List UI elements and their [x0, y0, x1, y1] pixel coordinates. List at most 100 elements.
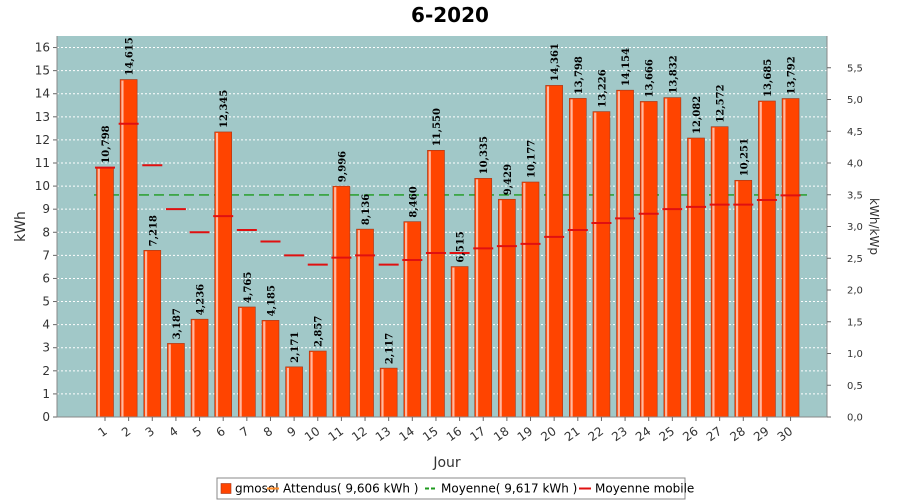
y-tick-label: 9: [42, 202, 50, 216]
x-tick-label: 6: [214, 424, 228, 440]
x-tick-label: 2: [119, 424, 133, 440]
bar-highlight: [239, 307, 242, 417]
x-tick-label: 20: [538, 424, 559, 444]
y2-tick-label: 5,0: [847, 95, 863, 106]
data-label: 3,187: [172, 308, 183, 339]
data-label: 14,615: [125, 37, 136, 75]
data-label: 10,798: [101, 125, 112, 163]
data-label: 9,996: [337, 151, 348, 182]
data-label: 2,117: [385, 333, 396, 364]
legend-label: Moyenne( 9,617 kWh ): [441, 482, 577, 496]
y-tick-label: 11: [35, 156, 50, 170]
y-tick-label: 10: [35, 179, 50, 193]
x-tick-label: 24: [633, 424, 654, 444]
x-tick-label: 13: [373, 424, 394, 444]
data-label: 7,218: [148, 215, 159, 246]
moving-average-marks: [95, 122, 801, 266]
y-tick-label: 7: [42, 248, 50, 262]
data-label: 4,765: [243, 272, 254, 303]
x-tick-label: 29: [751, 424, 772, 444]
y-tick-label: 3: [42, 341, 50, 355]
bar-highlight: [688, 139, 691, 418]
data-label: 4,236: [196, 284, 207, 315]
y2-tick-label: 2,5: [847, 254, 863, 265]
x-tick-label: 8: [261, 424, 275, 440]
y2-tick-label: 3,0: [847, 222, 863, 233]
x-tick-label: 19: [515, 424, 536, 444]
y-tick-label: 1: [42, 387, 50, 401]
y-tick-label: 0: [42, 410, 50, 424]
data-label: 8,136: [361, 194, 372, 225]
y2-tick-label: 1,0: [847, 349, 863, 360]
x-tick-label: 3: [143, 424, 157, 440]
y-tick-label: 8: [42, 225, 50, 239]
x-tick-label: 28: [727, 424, 748, 444]
data-label: 4,185: [266, 285, 277, 316]
bar-highlight: [192, 320, 195, 417]
bar-highlight: [357, 230, 360, 417]
y2-tick-label: 1,5: [847, 317, 863, 328]
data-label: 10,177: [527, 140, 538, 178]
bar-highlight: [594, 112, 597, 417]
y2-tick-label: 0,5: [847, 381, 863, 392]
x-tick-label: 30: [775, 424, 796, 444]
bar-highlight: [215, 132, 219, 417]
data-label: 10,335: [479, 136, 490, 174]
bar-highlight: [168, 344, 171, 417]
y2-tick-label: 3,5: [847, 190, 863, 201]
legend-swatch: [220, 483, 232, 494]
bar-highlight: [428, 151, 431, 418]
x-tick-label: 5: [190, 424, 204, 440]
data-label: 13,685: [763, 59, 774, 97]
bar-highlight: [475, 179, 479, 417]
data-label: 2,171: [290, 332, 301, 363]
data-label: 2,857: [314, 316, 325, 347]
legend: gmosol Attendus( 9,606 kWh ) Moyenne( 9,61…: [216, 477, 694, 500]
bar-highlight: [499, 200, 502, 417]
x-tick-label: 15: [420, 424, 441, 444]
bar-highlight: [617, 91, 620, 418]
x-axis: 1 2 3 4 5 6 7 8 9 10 11 12 13 14 15 16 17 18 19 20 21 22 23 24 2…: [57, 416, 827, 444]
x-tick-label: 21: [562, 424, 583, 444]
data-label: 13,798: [574, 56, 585, 94]
y2-tick-label: 4,0: [847, 159, 863, 170]
data-label: 12,345: [219, 90, 230, 128]
data-labels: 10,798 14,615 7,218 3,187 4,236 12,345 4,765 4,…: [101, 37, 798, 364]
y-axis-right: 0,0 0,5 1,0 1,5 2,0 2,5 3,0 3,5 4,0 4,5 5,0 5,5: [826, 36, 863, 424]
data-label: 14,154: [621, 48, 632, 86]
x-tick-label: 4: [166, 424, 180, 440]
data-label: 10,251: [739, 138, 750, 176]
data-label: 14,361: [550, 43, 561, 81]
data-label: 12,082: [692, 96, 703, 134]
bar-highlight: [641, 102, 644, 417]
bar-highlight: [97, 168, 100, 417]
y-tick-label: 15: [35, 64, 50, 78]
y2-tick-label: 0,0: [847, 413, 863, 424]
data-label: 11,550: [432, 108, 443, 146]
x-tick-label: 18: [491, 424, 512, 444]
y-tick-label: 4: [42, 318, 50, 332]
legend-label: gmosol: [235, 482, 279, 496]
data-label: 13,226: [597, 69, 608, 107]
bar-highlight: [381, 369, 384, 417]
bar-highlight: [452, 267, 455, 417]
y-tick-label: 2: [42, 364, 50, 378]
data-label: 6,515: [456, 231, 467, 262]
x-tick-label: 23: [609, 424, 630, 444]
bar-highlight: [263, 321, 266, 417]
bar-highlight: [570, 99, 573, 418]
y2-axis-title: kWh/kWp: [867, 198, 881, 255]
bar-highlight: [121, 80, 124, 417]
data-label: 13,792: [787, 56, 798, 94]
data-label: 12,572: [716, 84, 727, 122]
x-tick-label: 14: [396, 424, 417, 444]
bar-highlight: [286, 367, 290, 417]
bar-highlight: [712, 127, 715, 418]
x-tick-label: 25: [657, 424, 678, 444]
y-tick-label: 12: [35, 133, 50, 147]
legend-box: [216, 477, 686, 500]
x-tick-label: 22: [586, 424, 607, 444]
x-tick-label: 17: [467, 424, 488, 444]
x-tick-label: 16: [444, 424, 465, 444]
legend-label: Moyenne mobile: [595, 482, 694, 496]
